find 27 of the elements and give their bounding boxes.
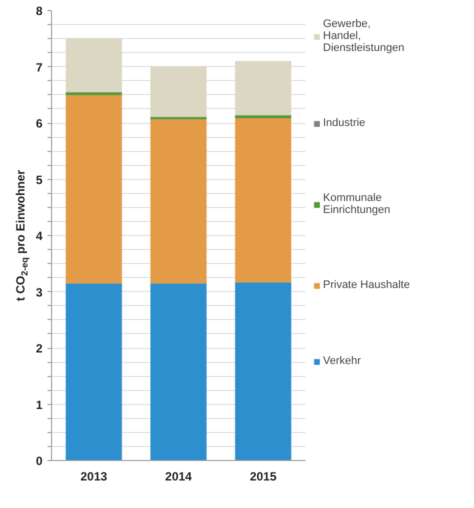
bar — [150, 66, 207, 118]
legend-label: Kommunale Einrichtungen — [323, 192, 390, 216]
y-tick-label: 0 — [36, 454, 43, 468]
y-tick-label: 6 — [36, 116, 43, 130]
y-axis-title: t CO2-eq pro Einwohner — [14, 170, 30, 302]
y-tick-label: 4 — [36, 229, 43, 243]
bar — [65, 38, 122, 93]
bar — [234, 117, 292, 283]
legend-label: Gewerbe, Handel, Dienstleistungen — [323, 18, 404, 54]
y-tick-label: 5 — [36, 172, 43, 187]
y-tick-label: 8 — [36, 4, 43, 18]
x-tick-label: 2013 — [80, 470, 108, 484]
bar — [65, 282, 122, 460]
y-tick-label: 1 — [36, 398, 43, 412]
legend-label: Verkehr — [323, 354, 361, 368]
x-tick-label: 2015 — [250, 470, 277, 484]
bar — [150, 118, 207, 284]
y-tick-label: 7 — [36, 60, 43, 74]
bar — [65, 94, 122, 284]
bar — [234, 60, 292, 116]
bar — [234, 282, 292, 460]
bar — [150, 282, 207, 460]
y-tick-label: 2 — [36, 342, 43, 356]
legend-label: Private Haushalte — [323, 278, 410, 292]
y-tick-label: 3 — [36, 285, 43, 300]
x-tick-label: 2014 — [165, 470, 192, 484]
legend-label: Industrie — [323, 116, 366, 130]
